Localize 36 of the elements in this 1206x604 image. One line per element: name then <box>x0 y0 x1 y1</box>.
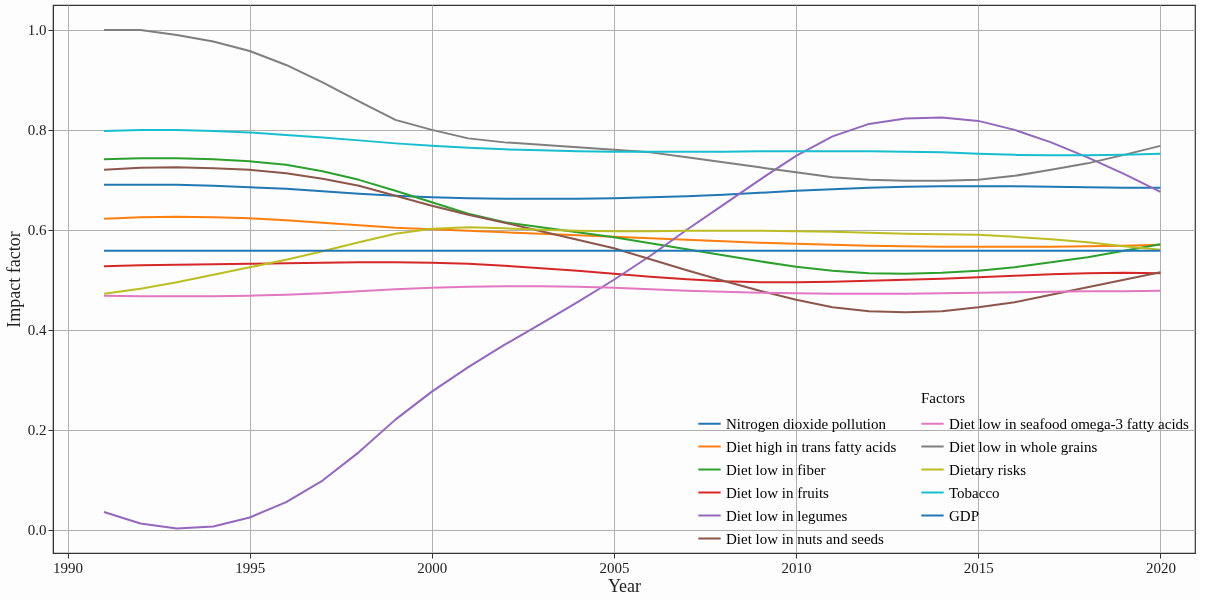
line-series <box>103 157 1162 275</box>
legend-label: Dietary risks <box>949 461 1027 478</box>
line-series <box>103 285 1162 298</box>
legend-label: GDP <box>949 507 980 524</box>
x-tick-label: 2010 <box>781 559 812 576</box>
legend-label: Diet low in whole grains <box>949 438 1098 455</box>
legend-label: Diet low in fiber <box>726 461 826 478</box>
legend-label: Tobacco <box>949 484 1000 501</box>
legend-title: Factors <box>920 390 966 406</box>
line-series <box>103 28 1162 182</box>
x-tick-label: 1990 <box>53 559 84 576</box>
x-tick-label: 2015 <box>963 559 994 576</box>
x-tick-label: 2005 <box>599 559 630 576</box>
line-series <box>103 166 1162 314</box>
y-tick-label: 0.2 <box>27 422 47 439</box>
line-series <box>103 226 1162 295</box>
y-tick-label: 1.0 <box>27 22 47 39</box>
x-axis-title: Year <box>607 575 642 596</box>
y-tick-label: 0.8 <box>27 122 47 139</box>
line-series <box>103 215 1162 248</box>
legend-label: Diet low in fruits <box>726 484 830 501</box>
y-tick-label: 0.4 <box>27 322 47 339</box>
legend-label: Diet high in trans fatty acids <box>726 438 897 455</box>
legend-label: Diet low in seafood omega-3 fatty acids <box>949 415 1190 432</box>
legend-label: Diet low in legumes <box>726 507 848 524</box>
legend-label: Diet low in nuts and seeds <box>726 530 885 547</box>
x-tick-label: 1995 <box>235 559 266 576</box>
x-tick-label: 2020 <box>1145 559 1176 576</box>
y-axis-title: Impact factor <box>3 231 24 328</box>
line-series <box>103 183 1162 200</box>
x-tick-label: 2000 <box>417 559 448 576</box>
line-series <box>103 261 1162 284</box>
legend-label: Nitrogen dioxide pollution <box>726 415 887 432</box>
y-tick-label: 0.6 <box>27 222 47 239</box>
y-tick-label: 0.0 <box>27 522 47 539</box>
line-series <box>103 128 1162 157</box>
